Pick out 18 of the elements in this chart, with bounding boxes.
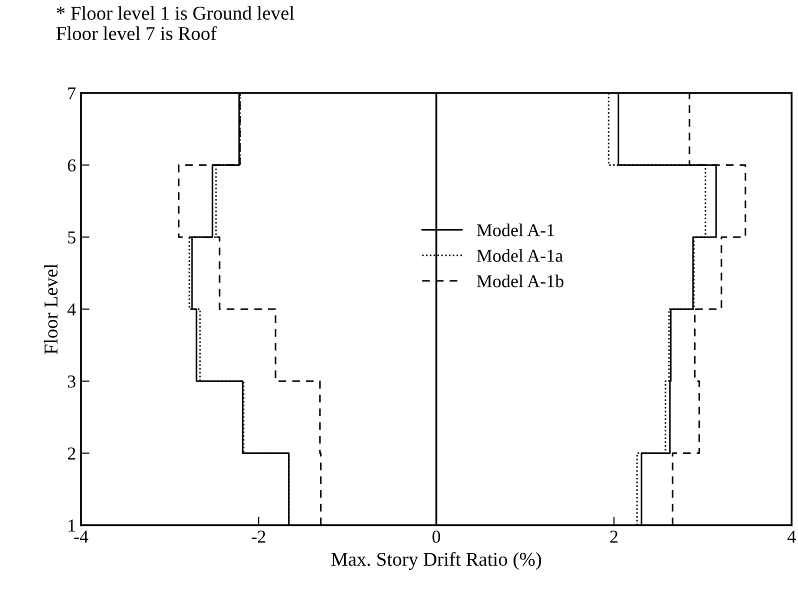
x-tick-label: 0: [432, 530, 440, 543]
x-tick-label: -4: [74, 530, 88, 543]
y-tick-label: 6: [68, 159, 76, 172]
x-tick-label: 2: [610, 530, 618, 543]
x-tick-label: -2: [252, 530, 266, 543]
x-axis-title: Max. Story Drift Ratio (%): [331, 552, 542, 570]
legend-label: Model A-1: [476, 224, 554, 236]
y-axis-title: Floor Level: [44, 264, 58, 354]
legend-label: Model A-1b: [476, 274, 564, 288]
y-tick-label: 4: [67, 303, 76, 316]
y-tick-label: 5: [68, 232, 76, 244]
y-tick-label: 3: [68, 375, 76, 388]
y-tick-label: 1: [68, 520, 76, 532]
y-tick-label: 7: [68, 87, 76, 100]
y-tick-label: 2: [68, 447, 76, 460]
text: * Floor level 1 is Ground level Floor level 7 is Roof: [56, 6, 294, 40]
legend-label: Model A-1a: [476, 249, 563, 262]
x-tick-label: 4: [787, 530, 796, 543]
